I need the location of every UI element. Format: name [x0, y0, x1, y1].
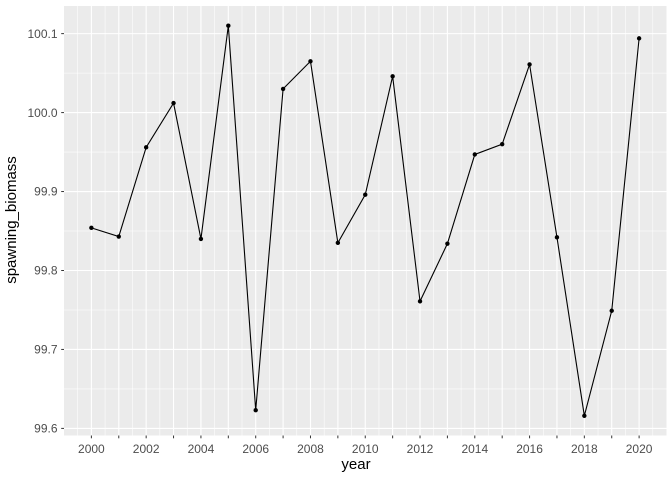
data-point	[226, 23, 231, 28]
data-point	[335, 240, 341, 246]
data-point	[89, 225, 94, 231]
x-tick-label: 2018	[571, 442, 598, 456]
x-tick-label: 2020	[626, 442, 653, 456]
data-point	[445, 241, 450, 246]
data-point	[609, 308, 614, 313]
y-tick-label: 99.7	[34, 343, 58, 357]
series-points	[89, 23, 642, 418]
x-tick-label: 2000	[78, 442, 105, 456]
data-point	[636, 36, 642, 41]
data-point	[253, 408, 258, 413]
axis-tick-marks	[61, 33, 640, 439]
x-tick-label: 2006	[242, 442, 269, 456]
data-point	[143, 145, 149, 150]
data-point	[308, 59, 313, 64]
x-tick-label: 2014	[461, 442, 488, 456]
data-point	[116, 234, 121, 239]
x-axis-title: year	[341, 456, 370, 473]
data-point	[171, 100, 176, 106]
x-axis-tick-labels: 2000 2002 2004 2006 2008 2010 2012 2014 2016 2018…	[78, 442, 653, 456]
x-tick-label: 2002	[133, 442, 160, 456]
data-point	[582, 413, 587, 418]
y-tick-label: 99.8	[34, 264, 58, 278]
data-point	[390, 74, 395, 79]
data-point	[198, 236, 204, 242]
x-tick-label: 2010	[352, 442, 379, 456]
y-tick-label: 100.0	[27, 106, 57, 120]
data-point	[280, 86, 286, 92]
x-tick-label: 2004	[188, 442, 215, 456]
data-point	[527, 62, 532, 67]
y-tick-label: 99.6	[34, 422, 58, 436]
data-point	[499, 141, 505, 147]
y-tick-label: 100.1	[27, 27, 57, 41]
x-tick-label: 2008	[297, 442, 324, 456]
y-tick-label: 99.9	[34, 185, 58, 199]
data-point	[554, 235, 560, 240]
data-point	[472, 152, 477, 157]
grid-major	[64, 6, 667, 436]
data-point	[417, 299, 423, 304]
data-point	[363, 192, 368, 197]
x-tick-label: 2012	[407, 442, 434, 456]
y-axis-title: spawning_biomass	[3, 156, 20, 284]
y-axis-tick-labels: 99.6 99.7 99.8 99.9 100.0 100.1	[27, 27, 57, 436]
x-tick-label: 2016	[516, 442, 543, 456]
